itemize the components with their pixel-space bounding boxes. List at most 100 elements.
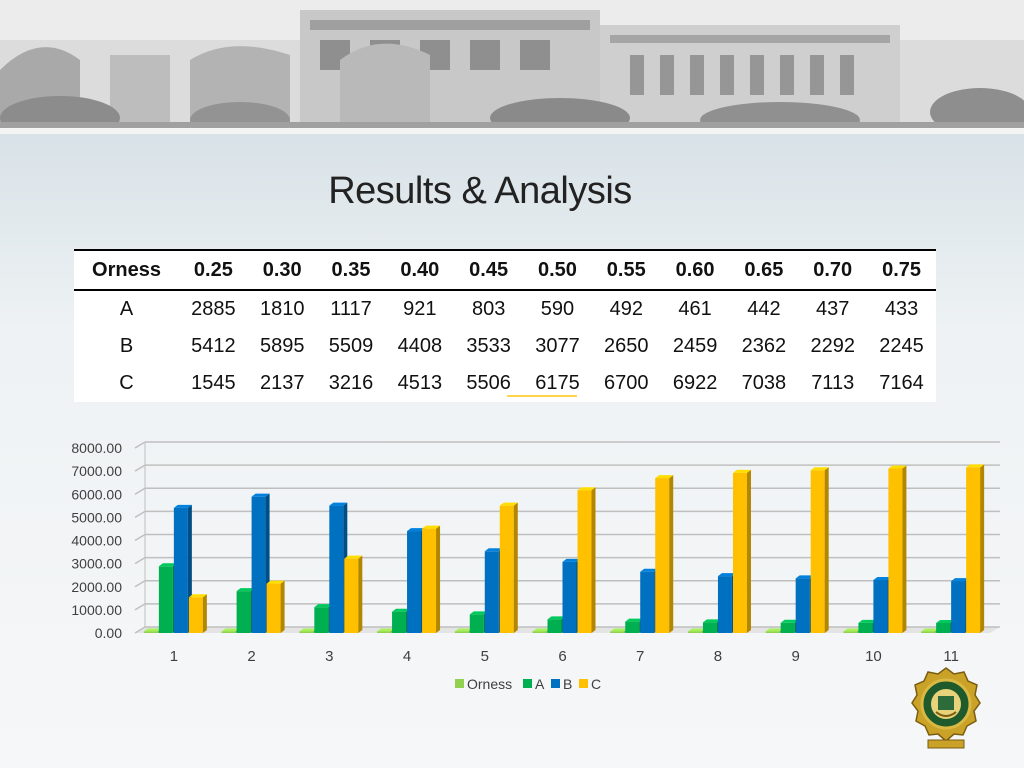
gridline-depth [134,487,146,495]
bar-top [407,528,426,532]
table-cell: 2137 [259,372,305,394]
bar-front [392,611,407,633]
bar-front [158,566,173,633]
bar-side [669,475,674,633]
bar-top [344,555,363,559]
legend-label: C [591,676,601,692]
y-tick-label: 2000.00 [71,579,122,595]
table-cell: 1545 [191,372,236,394]
bar-top [299,628,318,632]
table-cell: B [119,335,134,357]
bar-front [810,470,825,633]
bar-top [810,467,829,471]
bar-front [687,631,702,633]
bar-front [655,478,670,633]
table-cell: 7113 [811,372,855,394]
bar-front [484,551,499,633]
bar-front [921,631,936,633]
bar-side [746,469,751,633]
bar-top [702,619,721,623]
bar-top [921,628,940,632]
table-cell: 921 [403,298,437,320]
bar-side [980,464,985,633]
table-cell: 5412 [191,335,236,357]
table-cell: 2362 [741,335,787,357]
bar-top [329,502,348,506]
table-cell: 2650 [604,335,649,357]
bar-front [873,579,888,633]
table-cell: 2459 [672,335,718,357]
table-header-cell: 0.30 [247,249,317,291]
bar-front [577,490,592,633]
table-cell: 492 [609,298,643,320]
table-cell: 6700 [604,372,649,394]
gridline-depth [134,580,146,588]
bar-top [314,604,333,608]
bar-top [717,573,736,577]
campus-buildings-illustration [0,0,1024,128]
university-seal-logo [911,667,981,749]
bar-top [221,628,240,632]
bar-front [562,561,577,633]
table-cell: 1810 [259,298,305,320]
table-cell: 461 [678,298,712,320]
legend-swatch [551,679,560,688]
bar-front [188,597,203,633]
banner-separator [0,128,1024,134]
bar-front [266,583,281,633]
bar-top [780,619,799,623]
bar-front [377,631,392,633]
legend-swatch [523,679,532,688]
y-tick-label: 7000.00 [71,463,122,479]
bar-top [951,578,970,582]
bar-front [547,619,562,633]
table-header-cell: 0.50 [523,249,592,291]
table-cell: A [119,298,134,320]
bar-front [532,631,547,633]
table-cell: C [119,372,134,394]
bar-front [888,468,903,633]
x-tick-label: 11 [943,648,959,665]
bar-top [873,576,892,580]
bar-front [173,507,188,633]
table-row: A 2885 1810 1117 921 803 590 492 461 442… [74,290,936,328]
bar-top [765,628,784,632]
bar-front [625,621,640,633]
bar-side [591,487,596,633]
legend-label: Orness [467,676,512,692]
bar-top [454,628,473,632]
bar-front [407,531,422,633]
bar-front [499,505,514,633]
table-cell: 1117 [330,298,372,320]
table-cell: 7038 [741,372,787,394]
bar-front [236,591,251,633]
x-tick-label: 6 [558,648,566,665]
bar-top [422,525,441,529]
bar-top [795,575,814,579]
bar-top [143,628,162,632]
gridline-depth [134,510,146,519]
bar-top [499,502,518,506]
table-row: C 1545 2137 3216 4513 5506 6175 6700 692… [74,365,936,402]
x-tick-label: 3 [325,648,333,665]
x-tick-label: 7 [636,648,644,665]
bar-front [329,505,344,633]
bar-side [280,580,285,633]
bar-top [251,493,270,497]
table-header-cell: 0.70 [798,249,868,291]
table-header-cell: 0.60 [660,249,730,291]
x-tick-label: 2 [247,648,255,665]
bar-top [392,608,411,612]
bar-top [236,588,255,592]
bar-top [610,628,629,632]
bar-top [640,568,659,572]
table-cell: 5506 [466,372,511,394]
gridline-depth [134,464,146,472]
bar-front [795,578,810,633]
bar-front [765,631,780,633]
bar-top [625,618,644,622]
bar-side [202,594,207,633]
bar-top [547,616,566,620]
bar-top [173,504,192,508]
bar-top [936,619,955,623]
